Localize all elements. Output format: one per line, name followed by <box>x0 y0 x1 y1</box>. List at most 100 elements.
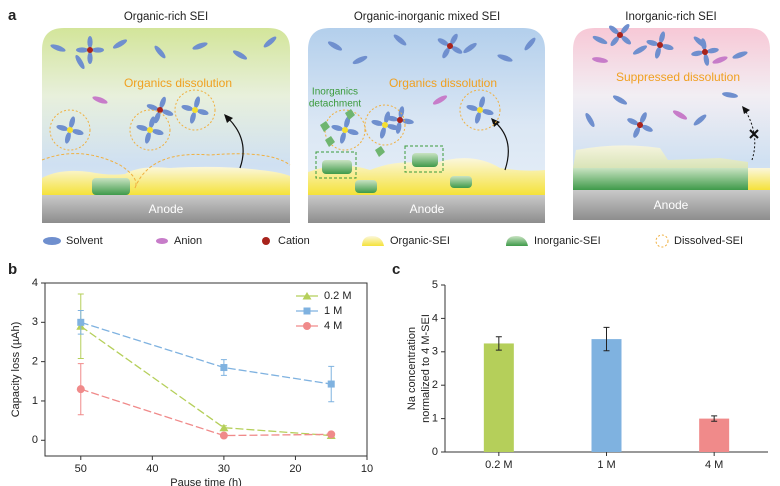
solvent-molecule <box>181 96 209 124</box>
solvent <box>56 124 69 131</box>
x-tick-label: 4 M <box>705 459 723 471</box>
y-tick-label: 0 <box>32 434 38 446</box>
anode-label: Anode <box>654 198 689 212</box>
solvent <box>159 96 166 109</box>
x-tick-label: 1 M <box>597 459 615 471</box>
solvent <box>154 111 161 124</box>
anode-label: Anode <box>149 202 184 216</box>
solvent <box>481 109 494 116</box>
solvent <box>76 47 88 53</box>
error-bar <box>495 336 502 351</box>
solvent <box>395 121 402 134</box>
solvent <box>189 111 196 124</box>
solvent <box>384 111 391 124</box>
y-tick-label: 1 <box>432 413 438 425</box>
solvent <box>608 25 619 35</box>
anion <box>712 56 728 64</box>
cation <box>382 122 388 128</box>
solvent <box>194 96 201 109</box>
cation <box>702 49 708 55</box>
solvent <box>371 119 384 126</box>
bar <box>483 343 514 452</box>
solvent <box>71 129 84 136</box>
solvent <box>154 45 166 59</box>
solvent <box>706 47 719 54</box>
anode <box>573 190 770 220</box>
solvent <box>659 31 666 44</box>
y-axis-label: Na concentration <box>406 327 418 410</box>
error-bar <box>603 326 610 352</box>
legend-icon <box>655 234 669 248</box>
x-tick-label: 20 <box>289 463 301 475</box>
solvent <box>703 53 710 66</box>
panel-label: a <box>8 7 17 24</box>
marker <box>219 431 228 440</box>
error-bar <box>711 415 718 422</box>
x-tick-label: 30 <box>218 463 230 475</box>
legend-icon <box>156 238 168 244</box>
dissolved-outline <box>41 153 137 189</box>
solvent <box>346 129 359 136</box>
solvent-molecule <box>136 116 164 144</box>
panel-label: c <box>392 261 400 278</box>
solvent-molecule <box>146 96 174 124</box>
arrow-head <box>224 114 233 123</box>
cross <box>749 129 759 139</box>
bar <box>699 418 730 452</box>
solvent <box>524 37 536 51</box>
y-tick-label: 2 <box>432 379 438 391</box>
solvent <box>691 50 704 57</box>
inorganic-sei <box>573 168 748 190</box>
legend-label: 1 M <box>324 305 342 317</box>
solvent <box>585 112 595 128</box>
inorganic-fragment <box>375 146 385 157</box>
solvent <box>327 41 343 51</box>
solvent-molecule <box>56 116 84 144</box>
y-tick-label: 5 <box>432 279 438 291</box>
solvent-molecule <box>608 23 632 47</box>
inorganic-fragment <box>325 136 335 147</box>
inorganic-sei <box>412 153 438 167</box>
series-line <box>80 325 332 437</box>
anion <box>92 96 108 104</box>
solvent-molecule <box>627 112 653 138</box>
solvent <box>442 47 450 59</box>
solvent <box>50 44 66 52</box>
solvent <box>646 39 659 46</box>
solvent <box>479 96 486 109</box>
y-tick-label: 0 <box>432 446 438 458</box>
solvent <box>474 111 481 124</box>
solvent <box>75 54 85 70</box>
plot-frame <box>44 282 368 457</box>
arrow <box>494 121 509 171</box>
inorganic-sei <box>355 180 377 193</box>
solvent-molecule <box>646 31 674 59</box>
solvent <box>398 106 405 119</box>
solvent <box>654 46 661 59</box>
y-tick-label: 4 <box>432 312 438 324</box>
dissolved-sei <box>49 109 91 151</box>
bar <box>591 339 622 452</box>
solvent <box>620 23 630 34</box>
anion <box>432 95 448 105</box>
y-axis-label: normalized to 4 M-SEI <box>420 314 432 423</box>
x-tick-label: 10 <box>361 463 373 475</box>
marker <box>220 364 228 372</box>
solvent <box>463 42 477 54</box>
organic-sei <box>748 168 770 190</box>
solvent <box>146 104 159 111</box>
solvent <box>466 104 479 111</box>
solvent <box>393 34 407 46</box>
cation <box>157 107 163 113</box>
legend-marker <box>303 322 311 330</box>
organic-sei <box>42 166 290 195</box>
solvent-molecule <box>691 38 719 66</box>
solvent <box>450 33 458 45</box>
solvent <box>196 109 209 116</box>
cation <box>192 107 198 113</box>
solvent <box>401 118 414 125</box>
dissolved-sei <box>174 89 216 131</box>
panel-title: Organic-inorganic mixed SEI <box>354 11 500 23</box>
marker <box>77 318 85 326</box>
solvent-molecule <box>76 36 104 64</box>
